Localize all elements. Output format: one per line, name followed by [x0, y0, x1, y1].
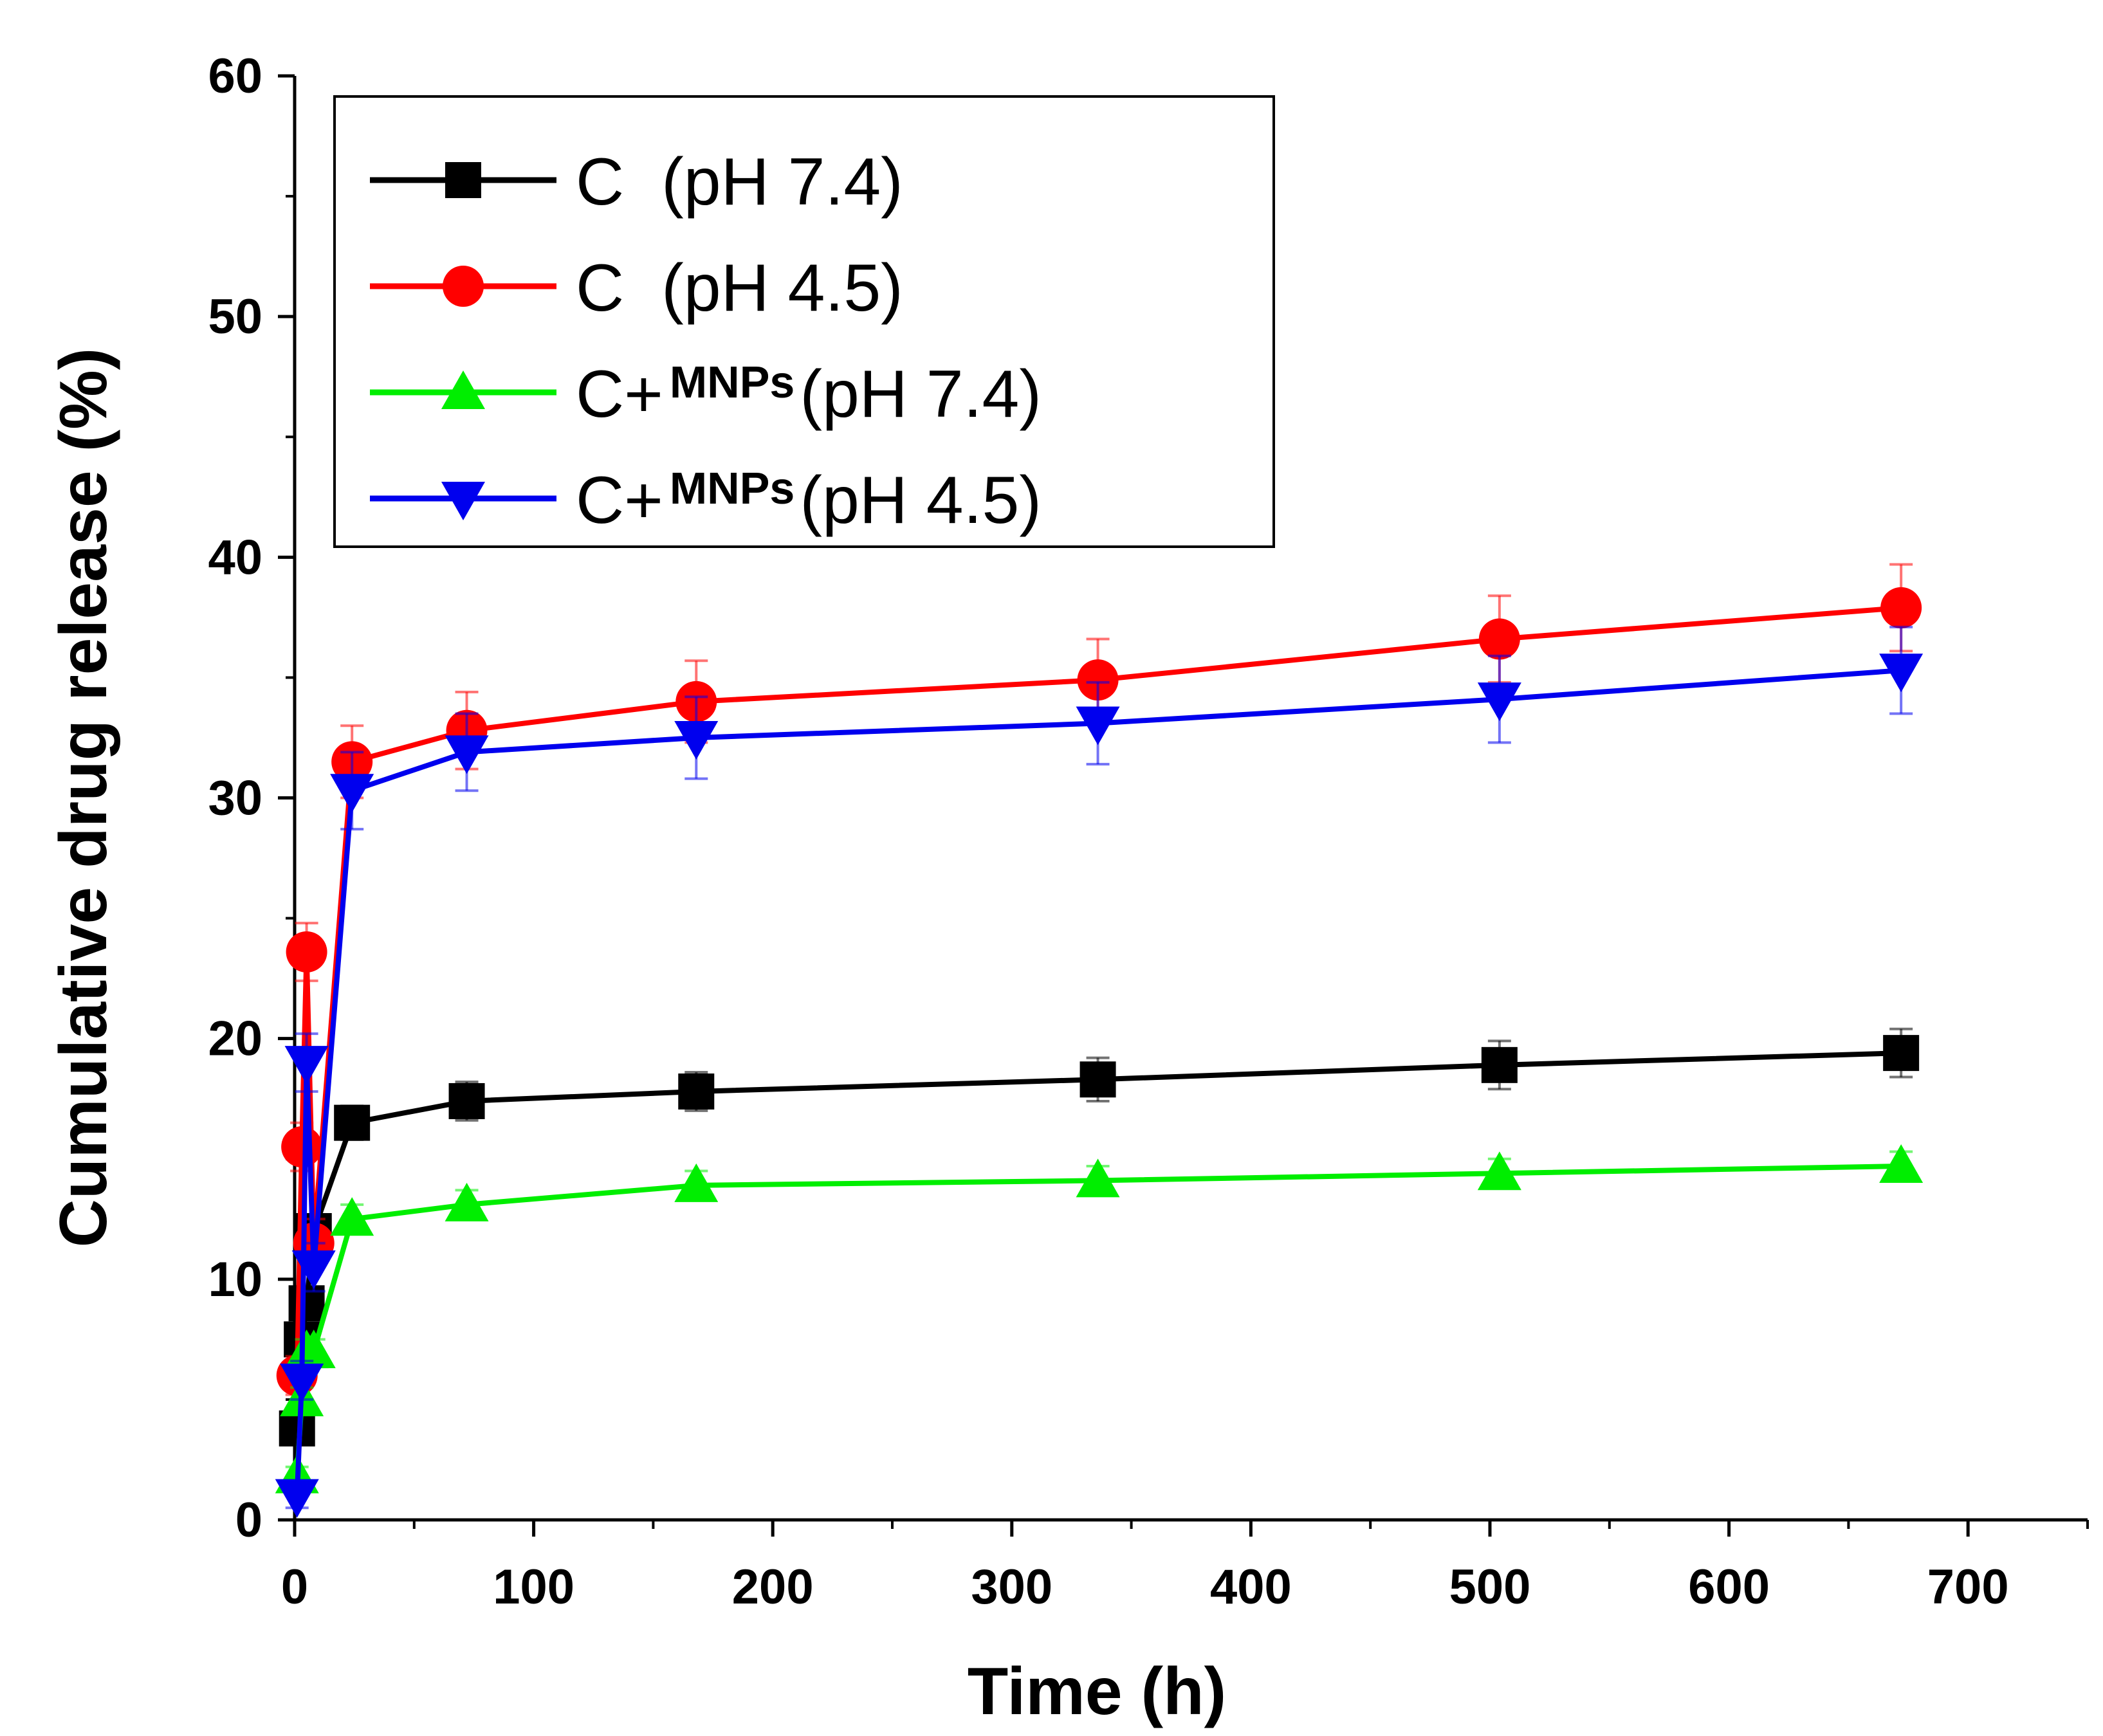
y-tick-label: 30	[208, 771, 262, 826]
data-point	[291, 1250, 336, 1290]
x-tick-label: 500	[1449, 1560, 1531, 1614]
legend-item: C+ MNPs(pH 4.5)	[370, 463, 1042, 538]
legend-label-main: C	[576, 145, 624, 219]
data-point	[284, 1046, 329, 1085]
x-axis-title: Time (h)	[968, 1654, 1227, 1729]
x-tick-label: 400	[1210, 1560, 1292, 1614]
data-point	[1880, 587, 1922, 628]
y-tick-label: 50	[208, 289, 262, 344]
x-tick-label: 700	[1927, 1560, 2009, 1614]
legend-label: C+ MNPs(pH 7.4)	[576, 357, 1042, 432]
data-point	[275, 1479, 319, 1518]
data-point	[1076, 706, 1120, 745]
legend-box	[333, 95, 1275, 548]
legend-swatch-marker	[441, 370, 485, 409]
series-line	[294, 668, 1902, 1496]
x-tick-label: 600	[1688, 1560, 1770, 1614]
data-point	[1079, 1061, 1116, 1098]
series-1	[279, 1027, 1920, 1447]
legend-label-sub: MNPs	[670, 463, 794, 513]
legend-label-ph: (pH 7.4)	[800, 357, 1042, 432]
legend-item: C (pH 7.4)	[370, 145, 903, 219]
data-point	[1076, 1158, 1120, 1198]
data-point	[1879, 1144, 1924, 1183]
y-tick-label: 20	[208, 1012, 262, 1066]
legend-swatch-marker	[443, 266, 484, 307]
legend-label-main: C	[576, 251, 624, 325]
data-point	[334, 1104, 371, 1141]
x-ticks: 0 100 200 300 400 500 600 700	[281, 1520, 2089, 1614]
legend-item: C+ MNPs(pH 7.4)	[370, 357, 1042, 432]
legend-swatch-marker	[441, 482, 485, 520]
data-point	[330, 1197, 374, 1236]
legend-label: C (pH 4.5)	[576, 251, 903, 325]
data-point	[445, 1182, 489, 1221]
legend-label-ph: (pH 4.5)	[661, 251, 903, 325]
data-point	[674, 1163, 719, 1202]
data-point	[1477, 682, 1521, 722]
legend-label-main: C+	[576, 463, 663, 538]
data-point	[330, 774, 374, 813]
legend-label: C+ MNPs(pH 4.5)	[576, 463, 1042, 538]
legend-label: C (pH 7.4)	[576, 145, 903, 219]
y-tick-label: 40	[208, 530, 262, 585]
data-point	[1077, 659, 1119, 701]
legend-item: C (pH 4.5)	[370, 251, 903, 325]
legend: C (pH 7.4)C (pH 4.5)C+ MNPs(pH 7.4)C+ MNPs(p…	[333, 95, 1275, 548]
legend-label-ph: (pH 7.4)	[661, 145, 903, 219]
data-point	[448, 1083, 485, 1119]
data-point	[445, 735, 489, 774]
data-point	[1481, 1046, 1518, 1083]
y-ticks: 0 10 20 30 40 50 60	[208, 49, 295, 1548]
legend-label-main: C+	[576, 357, 663, 432]
legend-swatch-marker	[445, 162, 481, 198]
data-point	[1477, 1151, 1521, 1191]
data-point	[1883, 1035, 1920, 1072]
data-point	[1879, 653, 1924, 693]
data-point	[1478, 618, 1520, 660]
data-point	[281, 1126, 323, 1168]
data-point	[674, 720, 719, 760]
series-line	[294, 1163, 1902, 1477]
series-3	[275, 1144, 1924, 1494]
y-tick-label: 60	[208, 49, 262, 104]
legend-label-ph: (pH 4.5)	[800, 463, 1042, 538]
y-tick-label: 0	[235, 1493, 262, 1548]
x-tick-label: 100	[493, 1560, 574, 1614]
data-point	[286, 931, 327, 973]
legend-label-sub: MNPs	[670, 357, 794, 407]
series-line	[294, 1050, 1902, 1429]
y-axis-title: Cumulative drug release (%)	[46, 348, 121, 1248]
x-tick-label: 0	[281, 1560, 308, 1614]
x-tick-label: 200	[732, 1560, 814, 1614]
series-layer	[275, 563, 1924, 1518]
series-4	[275, 625, 1924, 1518]
axes: 0 100 200 300 400 500 600 700 0 10 20 30 40 50 60	[208, 49, 2089, 1614]
data-point	[678, 1073, 715, 1110]
data-point	[280, 1363, 324, 1402]
y-tick-label: 10	[208, 1252, 262, 1307]
x-tick-label: 300	[971, 1560, 1052, 1614]
